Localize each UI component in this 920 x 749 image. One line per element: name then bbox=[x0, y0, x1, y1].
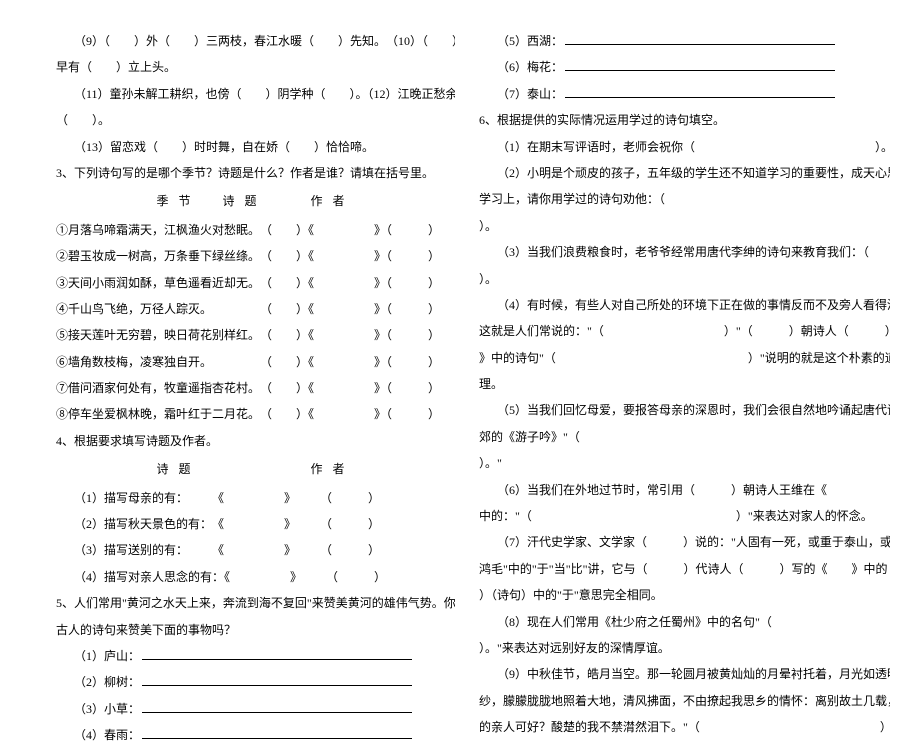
right-column: （5）西湖： （6）梅花： （7）泰山： 6、根据提供的实际情况运用学过的诗句填… bbox=[473, 28, 890, 626]
praise-3-label: （3）小草： bbox=[74, 702, 140, 716]
r3b: ）。 bbox=[479, 266, 890, 292]
r6a: （6）当我们在外地过节时，常引用（ ）朝诗人王维在《 》 bbox=[479, 477, 890, 503]
season-row-4: ④千山鸟飞绝，万径人踪灭。 （ ）《 》（ ） bbox=[56, 296, 455, 322]
praise-2-label: （2）柳树： bbox=[74, 675, 140, 689]
praise-6-label: （6）梅花： bbox=[497, 60, 563, 74]
r8b: ）。"来表达对远别好友的深情厚谊。 bbox=[479, 635, 890, 661]
r1: （1）在期末写评语时，老师会祝你（ ）。 bbox=[479, 134, 890, 160]
fill-row-1: （1）描写母亲的有： 《 》 （ ） bbox=[56, 485, 455, 511]
blank-line bbox=[142, 702, 412, 713]
r2c: ）。 bbox=[479, 213, 890, 239]
fill-3b: 《 》 （ ） bbox=[218, 543, 380, 557]
r5c: ）。" bbox=[479, 450, 890, 476]
blank-line bbox=[142, 649, 412, 660]
praise-7: （7）泰山： bbox=[479, 81, 890, 107]
praise-7-label: （7）泰山： bbox=[497, 87, 563, 101]
fill-2b: 《 》 （ ） bbox=[218, 517, 380, 531]
q9-line1: （9）（ ）外（ ）三两枝，春江水暖（ ）先知。 （10）（ ）才露尖尖角， bbox=[56, 28, 455, 54]
praise-5: （5）西湖： bbox=[479, 28, 890, 54]
r3a: （3）当我们浪费粮食时，老爷爷经常用唐代李绅的诗句来教育我们：（ bbox=[479, 239, 890, 265]
praise-5-label: （5）西湖： bbox=[497, 34, 563, 48]
season-row-1: ①月落乌啼霜满天，江枫渔火对愁眠。 （ ）《 》（ ） bbox=[56, 217, 455, 243]
blank-line bbox=[565, 61, 835, 72]
fill-row-3: （3）描写送别的有： 《 》 （ ） bbox=[56, 537, 455, 563]
season-row-7: ⑦借问酒家何处有，牧童遥指杏花村。 （ ）《 》（ ） bbox=[56, 375, 455, 401]
question-5b: 古人的诗句来赞美下面的事物吗？ bbox=[56, 617, 455, 643]
question-3: 3、下列诗句写的是哪个季节？诗题是什么？作者是谁？请填在括号里。 bbox=[56, 160, 455, 186]
fill-3a: （3）描写送别的有： bbox=[74, 543, 182, 557]
blank-line bbox=[142, 728, 412, 739]
praise-1: （1）庐山： bbox=[56, 643, 455, 669]
fill-1a: （1）描写母亲的有： bbox=[74, 491, 182, 505]
r7b: 鸿毛"中的"于"当"比"讲，它与（ ）代诗人（ ）写的《 》中的（ bbox=[479, 556, 890, 582]
season-row-8: ⑧停车坐爱枫林晚，霜叶红于二月花。 （ ）《 》（ ） bbox=[56, 401, 455, 427]
r2a: （2）小明是个顽皮的孩子，五年级的学生还不知道学习的重要性，成天心思不在 bbox=[479, 160, 890, 186]
blank-line bbox=[565, 87, 835, 98]
praise-4: （4）春雨： bbox=[56, 722, 455, 748]
blank-line bbox=[142, 676, 412, 687]
q11-line2: （ ）。 bbox=[56, 107, 455, 133]
fill-2a: （2）描写秋天景色的有： bbox=[74, 517, 206, 531]
question-6: 6、根据提供的实际情况运用学过的诗句填空。 bbox=[479, 107, 890, 133]
r4b: 这就是人们常说的："（ ）"（ ）朝诗人（ ）在《 bbox=[479, 318, 890, 344]
fill-row-4: （4）描写对亲人思念的有：《 》 （ ） bbox=[56, 564, 455, 590]
q11-line1: （11）童孙未解工耕织，也傍（ ）阴学种（ ）。（12）江晚正愁余，山深闻 bbox=[56, 81, 455, 107]
question-5a: 5、人们常用"黄河之水天上来，奔流到海不复回"来赞美黄河的雄伟气势。你能借用 bbox=[56, 590, 455, 616]
season-row-5: ⑤接天莲叶无穷碧，映日荷花别样红。 （ ）《 》（ ） bbox=[56, 322, 455, 348]
season-row-2: ②碧玉妆成一树高，万条垂下绿丝绦。 （ ）《 》（ ） bbox=[56, 243, 455, 269]
r9a: （9）中秋佳节，皓月当空。那一轮圆月被黄灿灿的月晕衬托着，月光如透明的薄 bbox=[479, 661, 890, 687]
praise-6: （6）梅花： bbox=[479, 54, 890, 80]
r5a: （5）当我们回忆母爱，要报答母亲的深恩时，我们会很自然地吟诵起唐代诗人孟 bbox=[479, 397, 890, 423]
season-row-3: ③天间小雨润如酥，草色遥看近却无。 （ ）《 》（ ） bbox=[56, 270, 455, 296]
left-column: （9）（ ）外（ ）三两枝，春江水暖（ ）先知。 （10）（ ）才露尖尖角， 早… bbox=[56, 28, 473, 626]
question-4: 4、根据要求填写诗题及作者。 bbox=[56, 428, 455, 454]
r8a: （8）现在人们常用《杜少府之任蜀州》中的名句"（ bbox=[479, 609, 890, 635]
q13-line: （13）留恋戏（ ）时时舞，自在娇（ ）恰恰啼。 bbox=[56, 134, 455, 160]
season-row-6: ⑥墙角数枝梅，凌寒独自开。 （ ）《 》（ ） bbox=[56, 349, 455, 375]
praise-1-label: （1）庐山： bbox=[74, 649, 140, 663]
r7a: （7）汗代史学家、文学家（ ）说的："人固有一死，或重于泰山，或轻于 bbox=[479, 529, 890, 555]
praise-3: （3）小草： bbox=[56, 696, 455, 722]
fill-4b: 《 》 （ ） bbox=[224, 570, 386, 584]
blank-line bbox=[565, 34, 835, 45]
fill-1b: 《 》 （ ） bbox=[218, 491, 380, 505]
table-header-2: 诗题 作者 bbox=[56, 456, 455, 482]
r9c: 的亲人可好？酸楚的我不禁潸然泪下。"（ ）"。 bbox=[479, 714, 890, 740]
table-header-1: 季节 诗题 作者 bbox=[56, 188, 455, 214]
r9b: 纱，朦朦胧胧地照着大地，清风拂面，不由撩起我思乡的情怀：离别故土几载，家乡 bbox=[479, 688, 890, 714]
praise-2: （2）柳树： bbox=[56, 669, 455, 695]
r2b: 学习上，请你用学过的诗句劝他：（ bbox=[479, 186, 890, 212]
r7c: ）（诗句）中的"于"意思完全相同。 bbox=[479, 582, 890, 608]
r5b: 郊的《游子吟》"（ bbox=[479, 424, 890, 450]
q9-line2: 早有（ ）立上头。 bbox=[56, 54, 455, 80]
r4c: 》中的诗句"（ ）"说明的就是这个朴素的道 bbox=[479, 345, 890, 371]
r4d: 理。 bbox=[479, 371, 890, 397]
r4a: （4）有时候，有些人对自己所处的环境下正在做的事情反而不及旁人看得清楚， bbox=[479, 292, 890, 318]
praise-4-label: （4）春雨： bbox=[74, 728, 140, 742]
r6b: 中的："（ ）"来表达对家人的怀念。 bbox=[479, 503, 890, 529]
fill-4a: （4）描写对亲人思念的有： bbox=[74, 570, 224, 584]
fill-row-2: （2）描写秋天景色的有： 《 》 （ ） bbox=[56, 511, 455, 537]
